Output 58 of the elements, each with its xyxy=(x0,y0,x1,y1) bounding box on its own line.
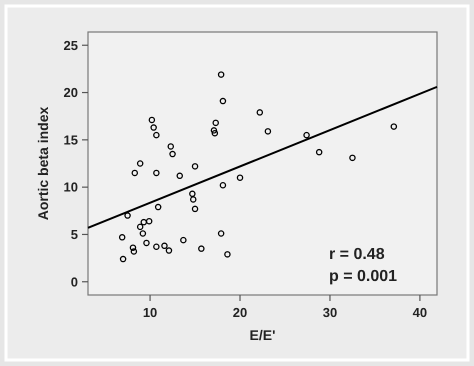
point xyxy=(180,236,187,244)
point xyxy=(140,230,146,237)
point xyxy=(264,128,272,135)
point xyxy=(153,244,160,250)
annotation: r = 0.48 xyxy=(329,246,385,263)
point xyxy=(146,218,152,224)
point xyxy=(349,154,356,162)
x-tick-label: 30 xyxy=(322,305,338,320)
point xyxy=(224,251,231,258)
point xyxy=(136,224,144,230)
point xyxy=(390,123,398,130)
y-tick-label: 15 xyxy=(64,132,78,148)
point xyxy=(161,242,168,250)
point xyxy=(132,170,138,176)
point xyxy=(316,148,322,156)
point xyxy=(176,172,183,180)
point xyxy=(218,230,224,237)
point xyxy=(124,212,131,219)
point xyxy=(212,130,218,136)
y-tick-label: 10 xyxy=(64,180,78,195)
point xyxy=(210,127,218,134)
point xyxy=(148,116,156,124)
point xyxy=(220,182,226,189)
x-tick-label: 20 xyxy=(232,305,248,320)
point xyxy=(198,245,205,252)
point xyxy=(120,256,126,262)
y-tick-label: 0 xyxy=(70,274,78,290)
point xyxy=(154,204,162,210)
x-axis-title: E/E' xyxy=(250,327,276,343)
point xyxy=(140,218,148,226)
point xyxy=(153,170,160,176)
y-tick-label: 20 xyxy=(64,85,78,100)
point xyxy=(303,132,310,138)
x-tick-label: 10 xyxy=(142,305,158,320)
y-axis-title: Aortic beta index xyxy=(35,106,51,220)
point xyxy=(236,174,244,181)
point xyxy=(169,150,176,158)
x-tick-label: 40 xyxy=(412,305,428,320)
point xyxy=(218,71,224,78)
annotation: p = 0.001 xyxy=(329,268,398,285)
point xyxy=(189,190,196,198)
point xyxy=(118,234,126,241)
point xyxy=(212,120,219,126)
point xyxy=(192,206,198,212)
point xyxy=(153,132,160,138)
point xyxy=(130,244,136,251)
point xyxy=(143,240,150,246)
point xyxy=(130,248,138,255)
point xyxy=(256,109,264,116)
point xyxy=(166,247,172,254)
point xyxy=(136,160,144,167)
point xyxy=(190,196,196,203)
y-tick-label: 5 xyxy=(70,227,78,242)
point xyxy=(168,143,174,150)
point xyxy=(192,163,198,170)
y-tick-label: 25 xyxy=(64,38,78,53)
point xyxy=(150,124,157,131)
point xyxy=(220,98,226,104)
